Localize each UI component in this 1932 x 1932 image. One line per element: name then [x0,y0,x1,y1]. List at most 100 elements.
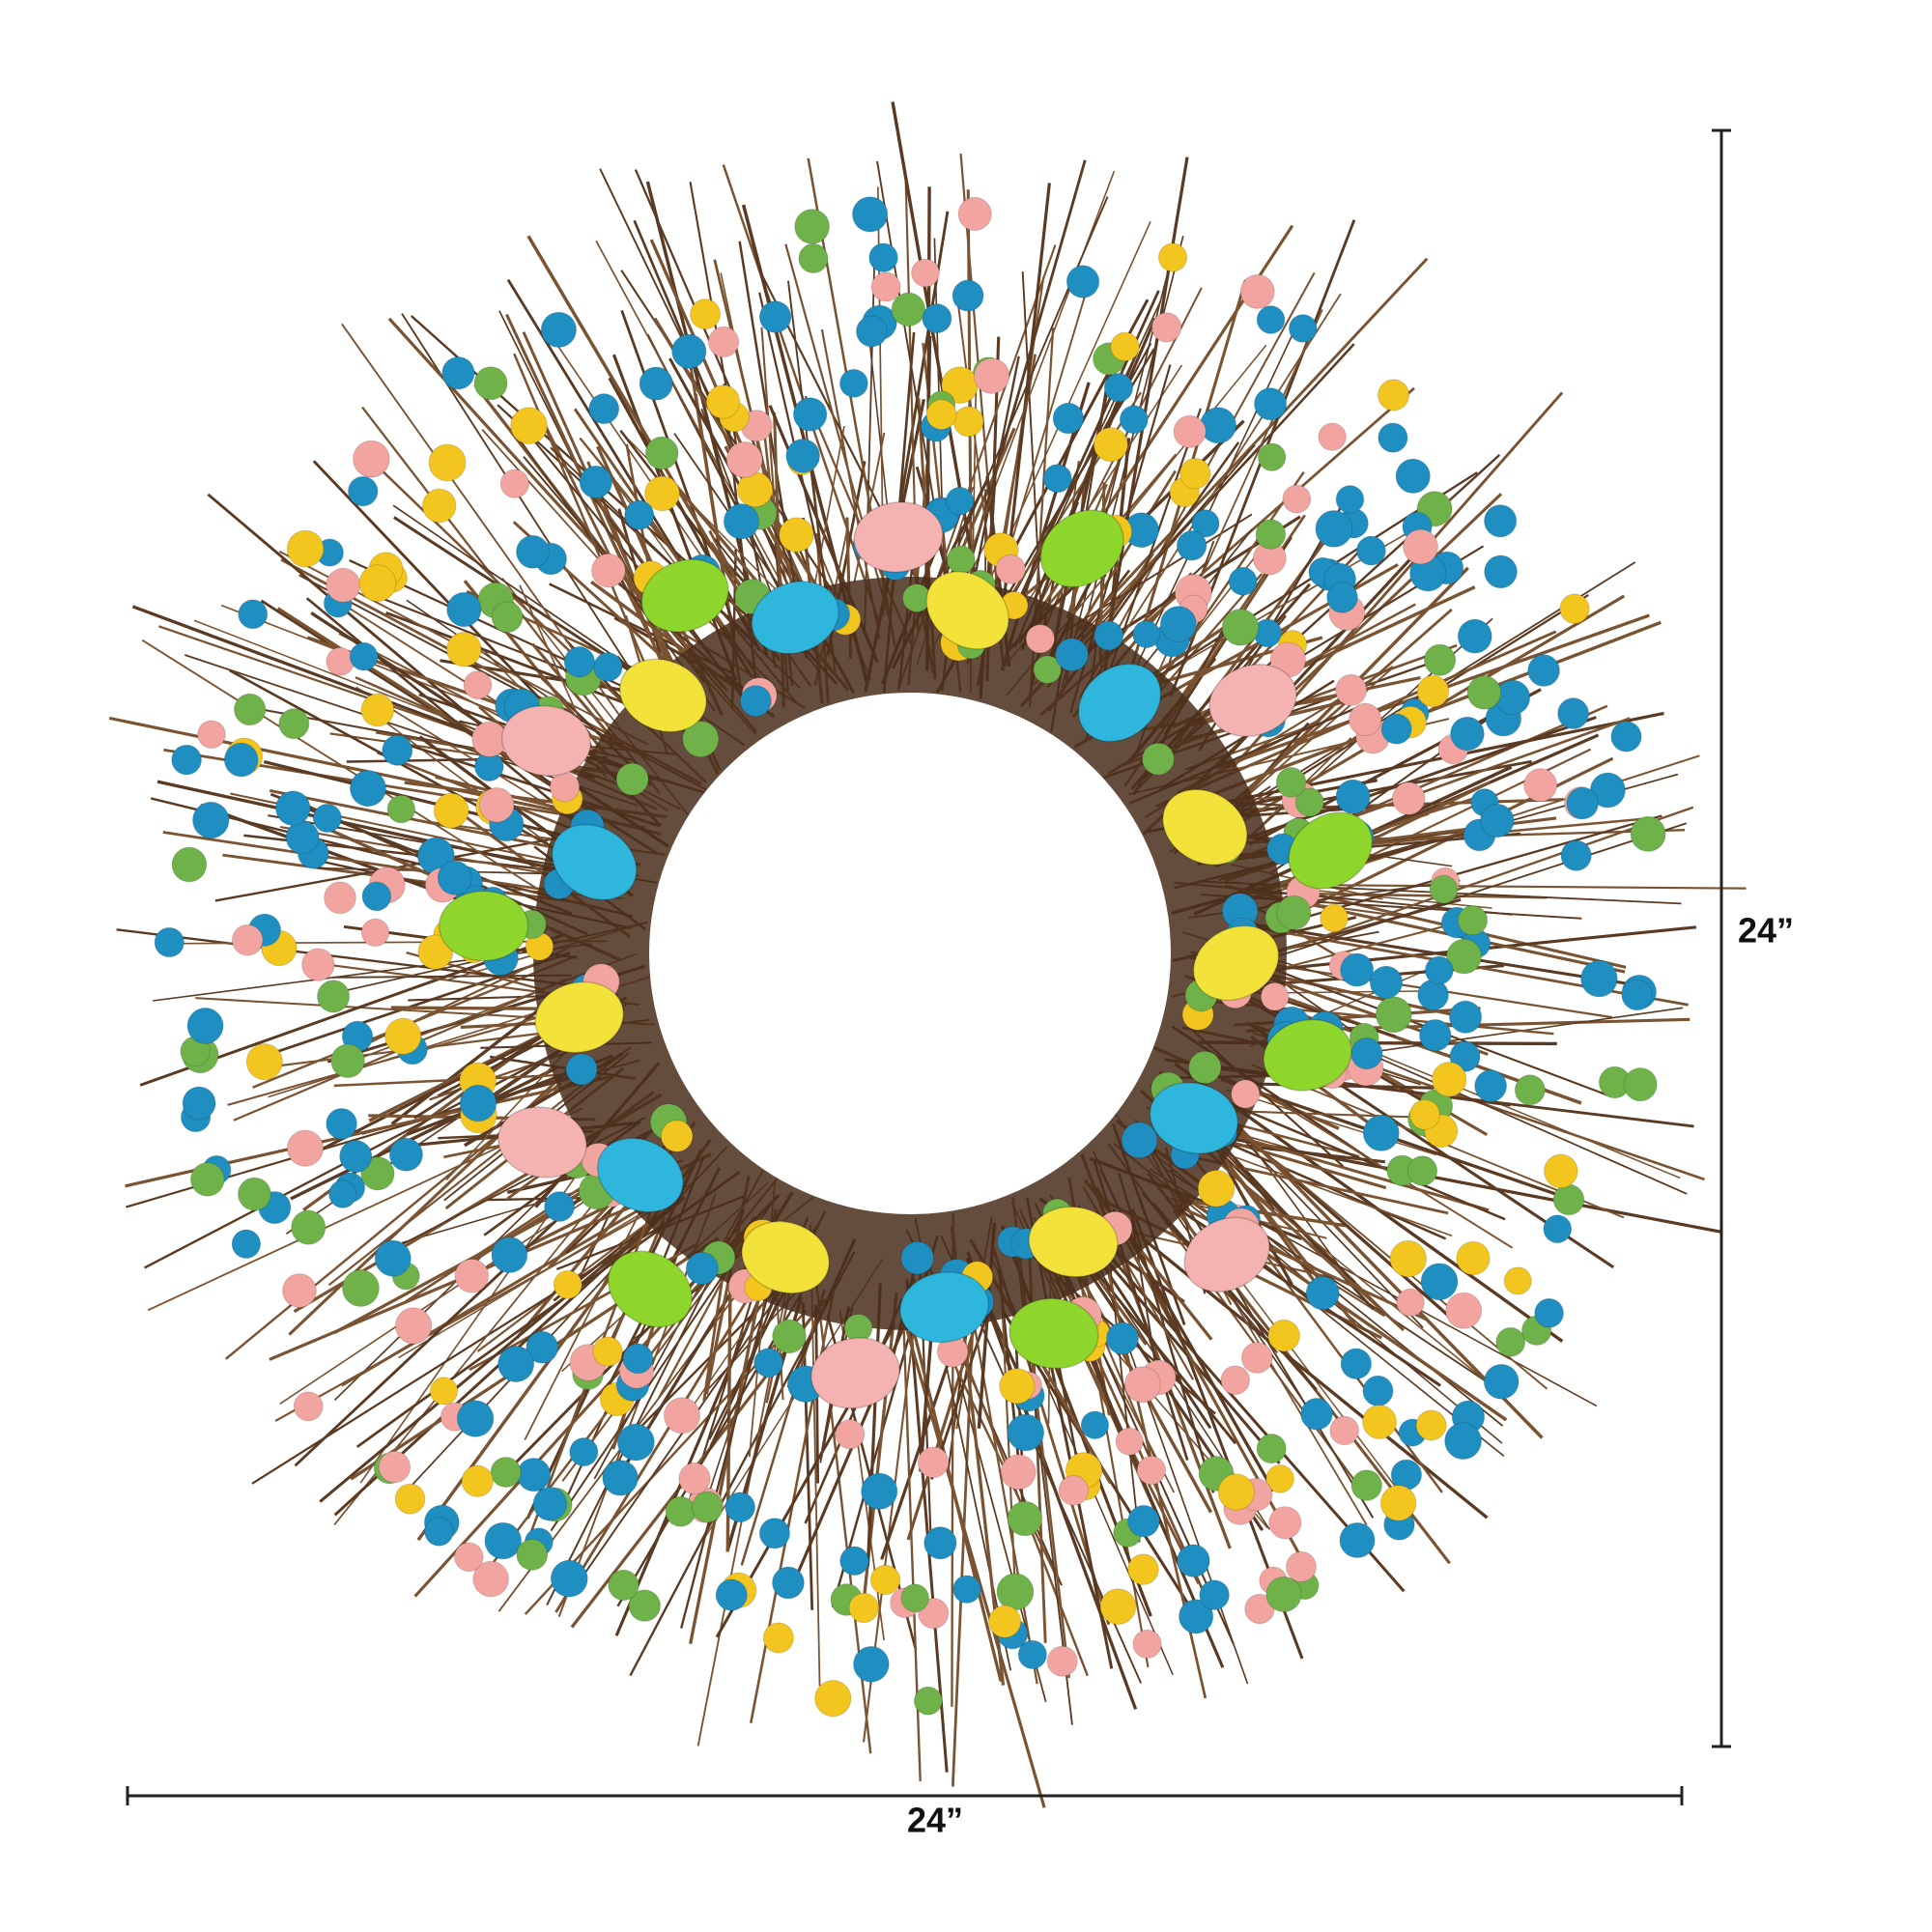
berry [233,693,267,726]
berry [278,708,310,740]
berry [1369,965,1404,1000]
twig [876,160,958,642]
berry [639,366,673,401]
berry [1197,1170,1236,1208]
berry [663,1397,701,1435]
berry [565,1053,598,1086]
berry [1379,1485,1417,1521]
berry [1335,485,1365,514]
berry [1560,839,1592,871]
twig [390,996,556,1125]
berry [1276,895,1312,930]
berry [1623,1067,1658,1102]
berry [838,368,868,398]
berry [1566,786,1600,820]
berry [593,652,623,682]
height-dimension: 24” [1712,128,1794,1748]
berry [615,762,649,796]
berry [1457,905,1489,936]
berry [952,1575,981,1604]
berry [1391,781,1426,815]
berry [671,333,707,369]
berry [1188,1050,1222,1085]
egg [500,704,592,777]
berry [1103,372,1134,403]
twig [1230,919,1633,986]
berry [925,399,957,431]
berry [171,744,202,776]
berry [861,1472,898,1510]
berry [491,1236,528,1273]
berry [497,1346,535,1383]
berry [923,1526,957,1560]
twig [1075,469,1177,634]
berry [1315,509,1353,548]
berry [550,772,581,803]
berry [484,1521,523,1560]
berry [1466,675,1502,710]
berry [1416,674,1450,708]
berry [349,770,386,808]
berry [301,948,335,981]
berry [424,1517,454,1547]
berry [762,1622,794,1654]
berry [445,631,482,668]
berry [917,1446,950,1479]
berry [1403,528,1439,565]
berry [922,303,952,334]
berry [608,1569,639,1602]
berry [154,926,185,958]
berry [715,1578,748,1611]
berry [739,685,772,718]
berry [526,1330,559,1364]
berry [326,646,355,676]
berry [869,1564,901,1596]
berry [186,1007,224,1044]
berry [328,1179,357,1208]
berry [490,1456,522,1488]
berry [685,1251,719,1285]
egg [1183,1216,1270,1293]
egg [438,890,529,962]
berry [814,1680,852,1718]
berry [330,1043,365,1079]
berry [1007,1500,1043,1537]
berry [349,641,379,671]
berry [1395,458,1431,494]
berry [1119,405,1149,435]
berry [1378,422,1408,453]
berry [772,1566,805,1600]
berry [1058,1475,1090,1506]
berry [316,980,351,1013]
twig [1219,1134,1722,1234]
berry [1340,1348,1373,1379]
berry [665,1495,696,1527]
berry [223,742,259,778]
berry [437,860,472,895]
berry [544,1191,576,1222]
egg [1009,1297,1099,1370]
berry [1257,442,1287,471]
twig [274,1209,652,1422]
berry [678,1462,711,1495]
berry [1446,938,1483,975]
twig [1082,293,1342,698]
berry [1033,655,1062,684]
berry [1094,620,1124,651]
berry [1025,624,1056,654]
egg [1263,1018,1352,1092]
berry [282,1273,317,1308]
twig [1279,806,1694,953]
berry [1294,787,1324,817]
berry [433,792,469,829]
berry [707,326,740,358]
berry [1456,1240,1491,1276]
berry [1355,535,1386,566]
berry [459,1084,497,1122]
twig [906,1306,983,1541]
berry [454,1542,484,1573]
berry [957,196,992,232]
twig [524,1170,662,1441]
berry [945,486,975,516]
